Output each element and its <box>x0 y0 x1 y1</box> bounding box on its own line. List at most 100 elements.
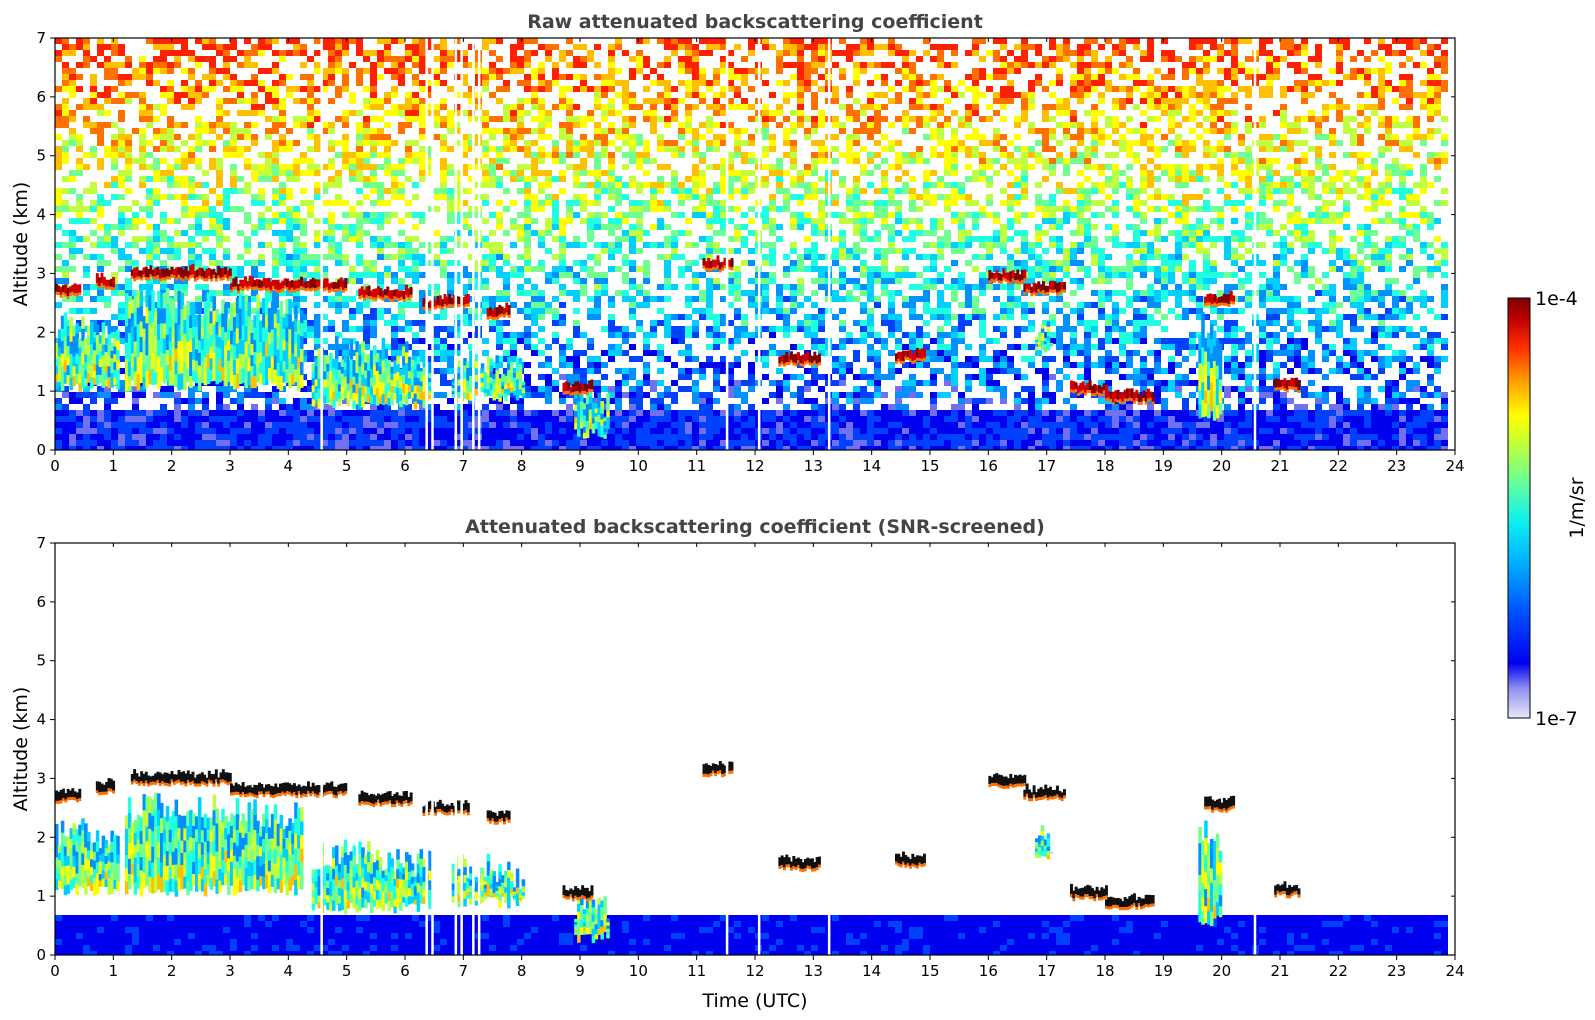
signal-cell <box>811 338 818 344</box>
signal-cell <box>55 116 62 122</box>
signal-cell <box>601 134 608 140</box>
signal-cell <box>804 62 811 68</box>
signal-cell <box>174 56 181 62</box>
signal-cell <box>230 170 237 176</box>
signal-cell <box>853 116 860 122</box>
signal-cell <box>650 110 657 116</box>
signal-cell <box>811 434 818 440</box>
signal-cell <box>706 332 713 338</box>
signal-cell <box>664 56 671 62</box>
signal-cell <box>573 308 580 314</box>
signal-cell <box>818 146 825 152</box>
signal-cell <box>461 242 468 248</box>
signal-cell <box>762 422 769 428</box>
signal-cell <box>888 278 895 284</box>
signal-cell <box>818 266 825 272</box>
signal-cell <box>230 140 237 146</box>
signal-cell <box>594 194 601 200</box>
signal-cell <box>650 206 657 212</box>
signal-cell <box>118 62 125 68</box>
signal-cell <box>251 74 258 80</box>
signal-cell <box>601 374 608 380</box>
signal-cell <box>832 410 839 416</box>
signal-cell <box>818 200 825 206</box>
signal-cell <box>251 110 258 116</box>
signal-cell <box>419 260 426 266</box>
signal-cell <box>195 422 202 428</box>
signal-cell <box>363 122 370 128</box>
signal-cell <box>342 200 349 206</box>
signal-cell <box>615 422 622 428</box>
signal-cell <box>566 86 573 92</box>
signal-cell <box>748 104 755 110</box>
signal-cell <box>839 74 846 80</box>
signal-cell <box>146 290 153 296</box>
signal-cell <box>573 86 580 92</box>
signal-cell <box>440 140 447 146</box>
signal-cell <box>482 146 489 152</box>
signal-cell <box>356 74 363 80</box>
signal-cell <box>783 386 790 392</box>
signal-cell <box>223 254 230 260</box>
signal-cell <box>314 116 321 122</box>
signal-cell <box>503 278 510 284</box>
signal-cell <box>279 230 286 236</box>
signal-cell <box>559 446 566 450</box>
signal-cell <box>727 338 734 344</box>
signal-cell <box>797 200 804 206</box>
signal-cell <box>363 332 370 338</box>
signal-cell <box>482 218 489 224</box>
signal-cell <box>580 284 587 290</box>
signal-cell <box>258 260 265 266</box>
signal-cell <box>713 146 720 152</box>
signal-cell <box>90 254 97 260</box>
signal-cell <box>76 86 83 92</box>
signal-cell <box>279 254 286 260</box>
signal-cell <box>363 194 370 200</box>
signal-cell <box>608 140 615 146</box>
signal-cell <box>454 212 461 218</box>
signal-cell <box>76 74 83 80</box>
signal-cell <box>356 218 363 224</box>
signal-cell <box>370 260 377 266</box>
signal-cell <box>867 422 874 428</box>
signal-cell <box>643 116 650 122</box>
signal-cell <box>104 398 111 404</box>
signal-cell <box>881 188 888 194</box>
signal-cell <box>461 146 468 152</box>
signal-cell <box>629 236 636 242</box>
signal-cell <box>412 98 419 104</box>
signal-cell <box>349 38 356 44</box>
signal-cell <box>692 398 699 404</box>
signal-cell <box>90 200 97 206</box>
signal-cell <box>391 278 398 284</box>
signal-cell <box>412 116 419 122</box>
signal-cell <box>692 272 699 278</box>
signal-cell <box>461 218 468 224</box>
signal-cell <box>489 158 496 164</box>
signal-cell <box>629 386 636 392</box>
signal-cell <box>496 182 503 188</box>
signal-cell <box>727 320 734 326</box>
signal-cell <box>706 38 713 44</box>
signal-cell <box>258 170 265 176</box>
signal-cell <box>209 206 216 212</box>
signal-cell <box>398 248 405 254</box>
signal-cell <box>517 56 524 62</box>
signal-cell <box>335 194 342 200</box>
signal-cell <box>356 44 363 50</box>
signal-cell <box>510 356 517 362</box>
signal-cell <box>174 278 181 284</box>
signal-cell <box>706 404 713 410</box>
signal-cell <box>720 230 727 236</box>
signal-cell <box>272 140 279 146</box>
signal-cell <box>440 242 447 248</box>
signal-cell <box>720 164 727 170</box>
signal-cell <box>356 176 363 182</box>
signal-cell <box>188 302 195 308</box>
signal-cell <box>55 200 62 206</box>
signal-cell <box>552 428 559 434</box>
signal-cell <box>734 176 741 182</box>
signal-cell <box>328 248 335 254</box>
signal-cell <box>398 62 405 68</box>
